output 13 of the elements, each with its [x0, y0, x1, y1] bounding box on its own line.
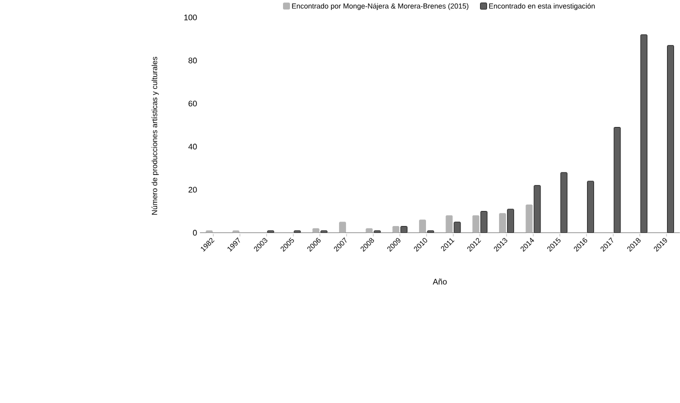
y-tick-label: 0 [192, 230, 197, 236]
y-tick-label: 60 [188, 100, 197, 106]
y-tick-label: 40 [188, 144, 197, 150]
y-tick-label: 80 [188, 58, 197, 64]
bar [560, 172, 568, 233]
y-tick-label: 100 [184, 14, 197, 20]
bar [667, 45, 674, 233]
bar [587, 180, 594, 233]
x-axis-title: Año [432, 278, 447, 285]
y-tick-label: 20 [188, 186, 197, 193]
bar [507, 208, 514, 233]
bar [640, 34, 648, 233]
bar [480, 211, 488, 233]
